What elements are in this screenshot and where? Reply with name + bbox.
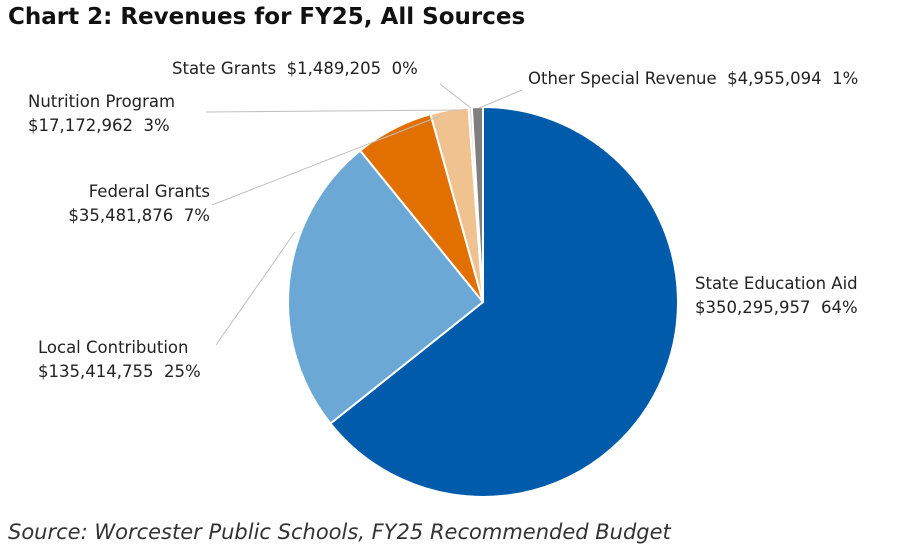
chart-source: Source: Worcester Public Schools, FY25 R… [8,520,671,544]
label-state-education-aid: State Education Aid $350,295,957 64% [695,272,858,320]
label-state-grants: State Grants $1,489,205 0% [172,57,418,81]
label-value: $17,172,962 [28,116,133,135]
leader-line-local-contribution [215,231,296,346]
label-name: Nutrition Program [28,92,176,111]
label-percent: 7% [183,206,210,225]
leader-line-nutrition-program [205,109,464,113]
leader-line-state-grants [439,83,472,109]
label-nutrition-program: Nutrition Program $17,172,962 3% [28,90,175,138]
label-other-special-revenue: Other Special Revenue $4,955,094 1% [528,67,858,91]
label-percent: 25% [163,362,201,381]
chart-title: Chart 2: Revenues for FY25, All Sources [8,4,526,30]
leader-line-federal-grants [211,115,441,206]
label-name: Federal Grants [88,182,210,201]
label-percent: 3% [143,116,170,135]
pie-slice-local-contribution [287,149,485,425]
label-percent: 0% [391,59,418,78]
label-value: $135,414,755 [38,362,154,381]
leader-line-other-special-revenue [478,89,523,109]
label-value: $4,955,094 [727,69,822,88]
pie-slice-other-special-revenue [470,105,484,303]
label-percent: 64% [820,298,858,317]
label-value: $35,481,876 [68,206,174,225]
label-name: Other Special Revenue [528,69,717,88]
label-federal-grants: Federal Grants $35,481,876 7% [60,180,210,228]
label-name: State Education Aid [695,274,858,293]
label-local-contribution: Local Contribution $135,414,755 25% [38,336,201,384]
label-value: $350,295,957 [695,298,811,317]
label-name: State Grants [172,59,277,78]
label-percent: 1% [832,69,859,88]
pie-slice-state-education-aid [329,105,679,498]
label-value: $1,489,205 [286,59,382,78]
label-name: Local Contribution [38,338,189,357]
